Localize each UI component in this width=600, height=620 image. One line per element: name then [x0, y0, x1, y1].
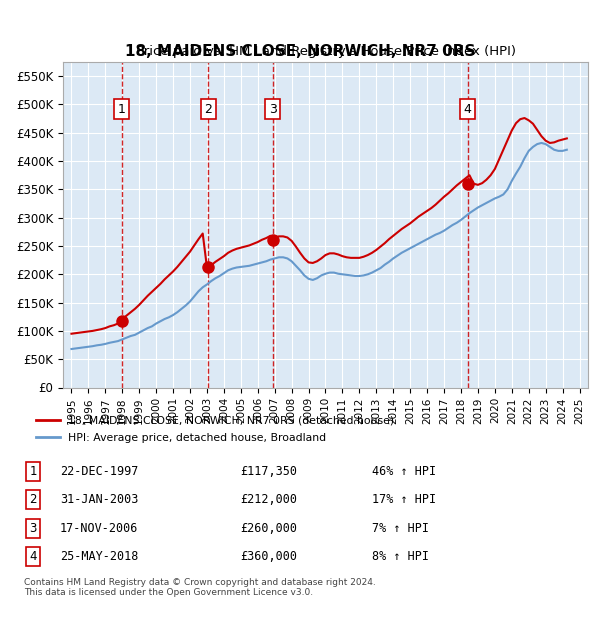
Text: £360,000: £360,000 [240, 551, 297, 563]
Text: 1: 1 [29, 465, 37, 477]
Text: 8% ↑ HPI: 8% ↑ HPI [372, 551, 429, 563]
Text: £117,350: £117,350 [240, 465, 297, 477]
Text: £260,000: £260,000 [240, 522, 297, 534]
Text: 17-NOV-2006: 17-NOV-2006 [60, 522, 139, 534]
Text: £212,000: £212,000 [240, 494, 297, 506]
Text: 1: 1 [118, 103, 126, 116]
Text: 22-DEC-1997: 22-DEC-1997 [60, 465, 139, 477]
Text: 2: 2 [29, 494, 37, 506]
Text: 3: 3 [269, 103, 277, 116]
Text: 18, MAIDENS CLOSE, NORWICH, NR7 0RS: 18, MAIDENS CLOSE, NORWICH, NR7 0RS [125, 44, 475, 59]
Text: 31-JAN-2003: 31-JAN-2003 [60, 494, 139, 506]
Text: 4: 4 [29, 551, 37, 563]
Text: 7% ↑ HPI: 7% ↑ HPI [372, 522, 429, 534]
Title: Price paid vs. HM Land Registry's House Price Index (HPI): Price paid vs. HM Land Registry's House … [136, 45, 515, 58]
Text: Contains HM Land Registry data © Crown copyright and database right 2024.
This d: Contains HM Land Registry data © Crown c… [24, 578, 376, 597]
Text: 17% ↑ HPI: 17% ↑ HPI [372, 494, 436, 506]
Text: 4: 4 [464, 103, 472, 116]
Text: 25-MAY-2018: 25-MAY-2018 [60, 551, 139, 563]
Text: 46% ↑ HPI: 46% ↑ HPI [372, 465, 436, 477]
Legend: 18, MAIDENS CLOSE, NORWICH, NR7 0RS (detached house), HPI: Average price, detach: 18, MAIDENS CLOSE, NORWICH, NR7 0RS (det… [31, 411, 399, 447]
Text: 2: 2 [205, 103, 212, 116]
Text: 3: 3 [29, 522, 37, 534]
